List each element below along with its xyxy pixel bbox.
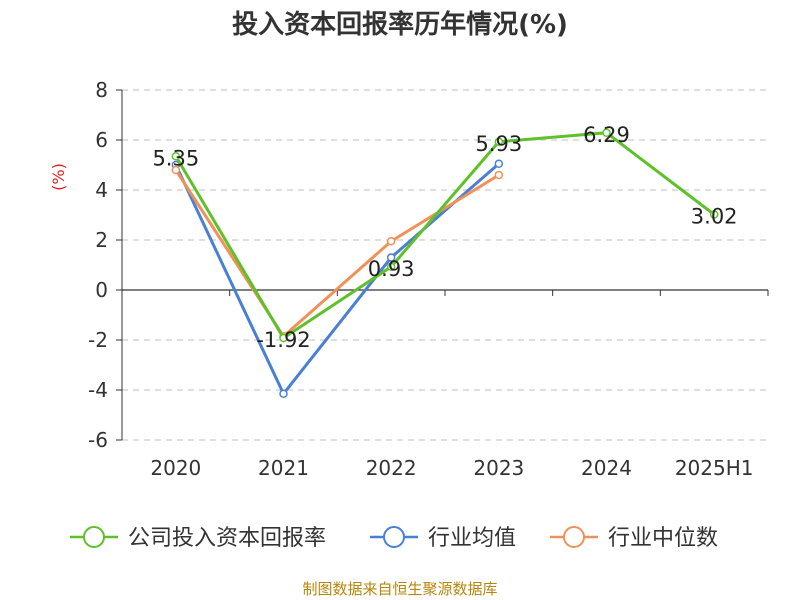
series-line xyxy=(174,131,716,340)
series-line xyxy=(174,162,500,396)
legend-label: 公司投入资本回报率 xyxy=(128,526,326,551)
series-line xyxy=(174,169,500,338)
data-point xyxy=(709,210,719,219)
legend-label: 行业均值 xyxy=(428,526,516,551)
data-label: -1.92 xyxy=(256,328,310,352)
y-tick-label: -2 xyxy=(88,328,108,352)
legend-swatch-marker xyxy=(563,526,585,548)
chart-title: 投入资本回报率历年情况(%) xyxy=(232,10,568,40)
data-point xyxy=(386,237,396,246)
data-label: 0.93 xyxy=(368,257,415,281)
y-tick-label: 8 xyxy=(95,78,108,102)
data-point xyxy=(171,152,181,161)
x-tick-label: 2025H1 xyxy=(675,456,754,480)
data-point xyxy=(602,128,611,137)
y-tick-label: 6 xyxy=(95,128,108,152)
y-tick-label: 2 xyxy=(95,228,108,252)
data-point xyxy=(494,159,504,168)
legend: 公司投入资本回报率 行业均值 行业中位数 xyxy=(70,526,718,551)
data-point xyxy=(386,262,396,271)
data-label: 5.93 xyxy=(475,132,522,156)
x-tick-label: 2021 xyxy=(258,456,309,480)
legend-label: 行业中位数 xyxy=(608,526,718,551)
x-tick-label: 2022 xyxy=(366,456,417,480)
data-point xyxy=(494,137,504,146)
grid-lines xyxy=(122,89,768,441)
x-tick-label: 2024 xyxy=(581,456,632,480)
series-lines xyxy=(171,128,719,398)
data-label: 3.02 xyxy=(691,205,738,229)
data-point xyxy=(279,389,288,398)
y-tick-label: 4 xyxy=(95,178,108,202)
source-note: 制图数据来自恒生聚源数据库 xyxy=(302,580,498,598)
y-tick-label: -4 xyxy=(88,378,108,402)
x-tick-label: 2020 xyxy=(150,456,201,480)
y-tick-label: -6 xyxy=(88,428,108,452)
legend-swatch-marker xyxy=(83,526,105,548)
data-label: 5.35 xyxy=(152,146,199,170)
legend-swatch-marker xyxy=(383,526,405,548)
data-point xyxy=(494,170,504,180)
data-point xyxy=(171,165,181,175)
axes: 8 6 4 2 0 -2 -4 -6 2020 2021 2022 2023 2024 2025H1 (%) xyxy=(49,78,769,480)
data-label: 6.29 xyxy=(583,123,630,147)
x-tick-label: 2023 xyxy=(473,456,524,480)
y-tick-label: 0 xyxy=(95,278,108,302)
data-point xyxy=(386,253,396,262)
data-point xyxy=(279,333,288,343)
data-labels: 5.35 -1.92 0.93 5.93 6.29 3.02 xyxy=(152,123,737,352)
y-axis-label: (%) xyxy=(49,163,68,191)
